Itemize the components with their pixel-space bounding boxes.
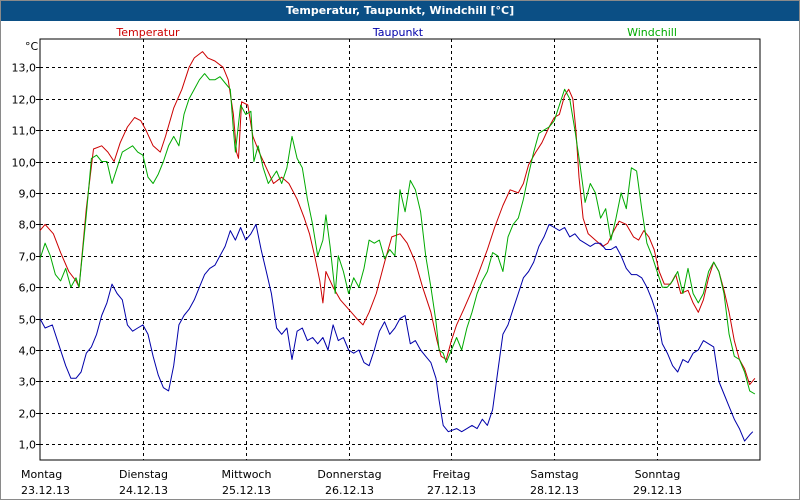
y-tick-label: 1,0 xyxy=(19,439,37,452)
legend-temperatur: Temperatur xyxy=(115,26,180,39)
y-tick-label: 6,0 xyxy=(19,282,37,295)
y-tick-label: 8,0 xyxy=(19,219,37,232)
y-tick-label: 4,0 xyxy=(19,345,37,358)
y-tick-label: 10,0 xyxy=(12,157,37,170)
y-tick-label: 9,0 xyxy=(19,188,37,201)
x-tick-day: Sonntag xyxy=(635,468,681,481)
x-tick-day: Freitag xyxy=(433,468,471,481)
x-tick-day: Montag xyxy=(21,468,62,481)
y-tick-label: 13,0 xyxy=(12,62,37,75)
x-tick-day: Donnerstag xyxy=(317,468,381,481)
x-tick-date: 26.12.13 xyxy=(325,484,374,497)
y-tick-label: 11,0 xyxy=(12,125,37,138)
y-axis-unit: °C xyxy=(25,40,39,53)
y-tick-label: 2,0 xyxy=(19,408,37,421)
y-tick-label: 3,0 xyxy=(19,376,37,389)
y-tick-label: 5,0 xyxy=(19,314,37,327)
legend-taupunkt: Taupunkt xyxy=(372,26,424,39)
y-axis-ticks: 1,0 2,0 3,0 4,0 5,0 6,0 7,0 8,0 9,0 10,0 11,0 12,0 1… xyxy=(12,62,40,452)
series-line-temperatur xyxy=(39,51,756,386)
chart-title: Temperatur, Taupunkt, Windchill [°C] xyxy=(1,1,799,21)
x-tick-day: Dienstag xyxy=(119,468,168,481)
x-tick-date: 25.12.13 xyxy=(222,484,271,497)
legend-windchill: Windchill xyxy=(627,26,677,39)
x-tick-date: 24.12.13 xyxy=(119,484,168,497)
series-line-taupunkt xyxy=(39,223,754,442)
grid-lines xyxy=(40,39,760,460)
x-tick-date: 28.12.13 xyxy=(530,484,579,497)
x-tick-date: 29.12.13 xyxy=(633,484,682,497)
x-tick-date: 27.12.13 xyxy=(427,484,476,497)
y-tick-label: 7,0 xyxy=(19,251,37,264)
series-line-windchill xyxy=(39,73,756,395)
x-axis-ticks: Montag 23.12.13 Dienstag 24.12.13 Mittwoch 25… xyxy=(21,468,682,497)
x-tick-day: Samstag xyxy=(530,468,578,481)
series-layer xyxy=(39,51,756,442)
y-tick-label: 12,0 xyxy=(12,94,37,107)
x-tick-date: 23.12.13 xyxy=(21,484,70,497)
x-tick-day: Mittwoch xyxy=(222,468,272,481)
plot-area xyxy=(39,38,761,461)
